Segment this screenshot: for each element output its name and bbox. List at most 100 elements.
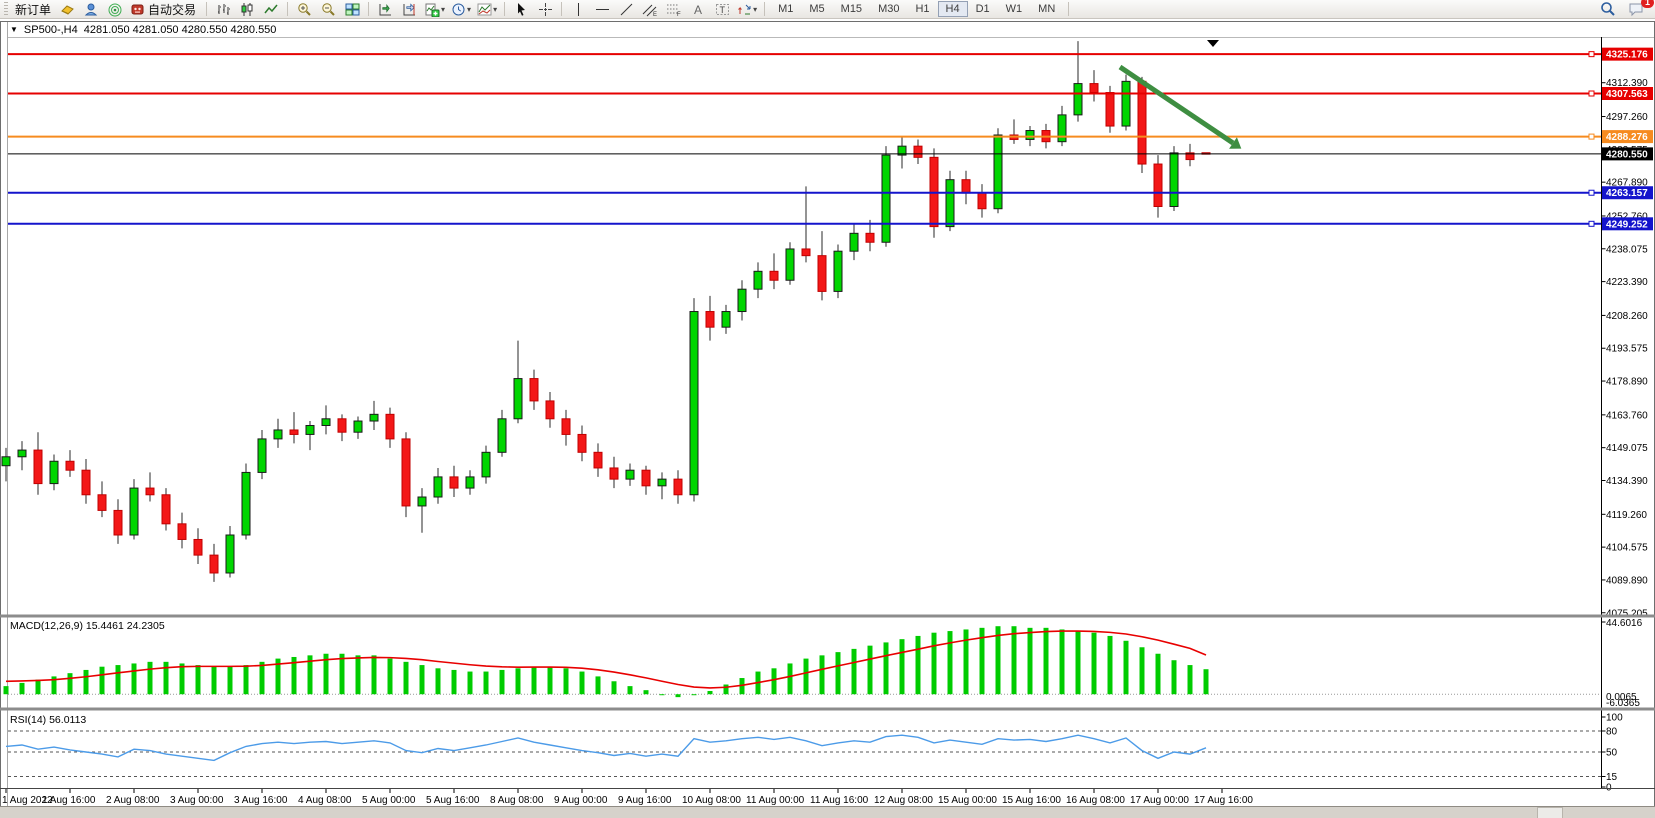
macd-bar [963, 629, 969, 695]
zoom-in-icon[interactable] [293, 1, 315, 18]
timeframe-d1[interactable]: D1 [975, 3, 990, 15]
search-icon[interactable] [1597, 1, 1619, 18]
line-chart-icon[interactable] [260, 1, 282, 18]
timeframe-m15[interactable]: M15 [840, 3, 863, 15]
chart-menu-icon[interactable]: ▼ [10, 25, 18, 34]
candle-body [817, 255, 827, 292]
time-tick-label: 4 Aug 08:00 [298, 795, 352, 806]
candle-body [1105, 92, 1115, 127]
order-ticket-icon[interactable] [56, 1, 78, 18]
separator [764, 2, 766, 16]
candle-body [609, 467, 619, 480]
timeframe-h4[interactable]: H4 [937, 1, 968, 17]
candle-body [433, 476, 443, 498]
rsi-label: RSI(14) 56.0113 [10, 714, 86, 726]
time-tick-label: 9 Aug 16:00 [618, 795, 672, 806]
price-tick-label: 4193.575 [1606, 344, 1648, 355]
zoom-out-icon[interactable] [317, 1, 339, 18]
panel-splitter[interactable] [0, 707, 1655, 711]
candle-body [1089, 83, 1099, 94]
text-icon[interactable]: A [687, 1, 709, 18]
timeframe-mn[interactable]: MN [1038, 3, 1056, 15]
new-order-button[interactable]: 新订单 [15, 2, 52, 17]
timeframe-w1[interactable]: W1 [1005, 3, 1023, 15]
horizontal-line-icon[interactable] [591, 1, 613, 18]
candlestick-chart-icon[interactable] [236, 1, 258, 18]
macd-bar [579, 671, 585, 695]
bar-chart-icon[interactable] [212, 1, 234, 18]
macd-bar [19, 682, 25, 695]
tile-windows-icon[interactable] [341, 1, 363, 18]
candle-body [993, 134, 1003, 210]
macd-bar [387, 658, 393, 695]
toolbar-grip[interactable] [4, 2, 8, 16]
auto-scroll-icon[interactable] [374, 1, 396, 18]
line-handle[interactable] [1588, 51, 1595, 58]
arrows-tool-button[interactable]: ▾ [735, 1, 759, 18]
text-label-icon[interactable]: T [711, 1, 733, 18]
macd-bar [499, 669, 505, 695]
line-handle[interactable] [1588, 90, 1595, 97]
candle-body [81, 469, 91, 496]
time-tick-label: 1 Aug 16:00 [42, 795, 96, 806]
macd-bar [339, 653, 345, 695]
macd-bar [1075, 631, 1081, 695]
panel-splitter[interactable] [0, 614, 1655, 618]
periods-button[interactable]: ▾ [449, 1, 473, 18]
macd-bar [1123, 640, 1129, 695]
chat-icon[interactable]: 1 [1625, 0, 1654, 18]
chevron-down-icon: ▾ [753, 4, 758, 14]
rsi-tick-label: 80 [1606, 727, 1618, 738]
candle-body [49, 460, 59, 485]
separator [368, 2, 370, 16]
indicators-button[interactable]: ▾ [475, 1, 499, 18]
arrow-shaft [1118, 64, 1235, 146]
timeframe-h1[interactable]: H1 [915, 3, 930, 15]
chart-shift-icon[interactable] [398, 1, 420, 18]
rsi-tick-label: 100 [1606, 713, 1623, 724]
timeframe-m30[interactable]: M30 [878, 3, 900, 15]
line-handle[interactable] [1588, 189, 1595, 196]
candle-body [497, 418, 507, 453]
trend-arrow-annotation[interactable] [1118, 64, 1242, 149]
new-chart-button[interactable]: ▾ [422, 1, 447, 18]
candle-body [305, 424, 315, 435]
crosshair-icon[interactable] [534, 1, 556, 18]
line-handle[interactable] [1588, 220, 1595, 227]
cursor-icon[interactable] [510, 1, 532, 18]
candle-body [17, 449, 27, 458]
time-tick-label: 8 Aug 08:00 [490, 795, 544, 806]
equidistant-channel-icon[interactable]: E [639, 1, 661, 18]
timeframe-m1[interactable]: M1 [778, 3, 794, 15]
price-badge [1602, 186, 1653, 200]
line-handle[interactable] [1588, 133, 1595, 140]
chart-ohlc-readout: 4281.050 4281.050 4280.550 4280.550 [83, 23, 277, 36]
community-icon[interactable] [80, 1, 102, 18]
candle-body [833, 250, 843, 292]
separator [504, 2, 506, 16]
macd-bar [1091, 632, 1097, 695]
candle-body [977, 192, 987, 210]
candle-body [145, 487, 155, 496]
macd-bar [147, 661, 153, 695]
chevron-down-icon: ▾ [467, 4, 472, 14]
timeframe-m5[interactable]: M5 [809, 3, 825, 15]
candle-body [945, 179, 955, 228]
macd-bar [947, 631, 953, 695]
candle-body [625, 469, 635, 480]
time-tick-label: 15 Aug 16:00 [1002, 795, 1061, 806]
autotrading-button[interactable]: 自动交易 [128, 1, 201, 18]
chart-title-bar: ▼ SP500-,H4 4281.050 4281.050 4280.550 4… [2, 23, 1610, 36]
candle-body [417, 496, 427, 507]
trendline-icon[interactable] [615, 1, 637, 18]
candle-body [865, 232, 875, 243]
signals-icon[interactable] [104, 1, 126, 18]
price-tick-label: 4297.260 [1606, 112, 1648, 123]
vertical-line-icon[interactable] [567, 1, 589, 18]
candles [1, 41, 1211, 582]
fibonacci-icon[interactable]: F [663, 1, 685, 18]
macd-bar [355, 655, 361, 695]
chart-shift-marker[interactable] [1207, 40, 1219, 47]
macd-bar [307, 655, 313, 695]
